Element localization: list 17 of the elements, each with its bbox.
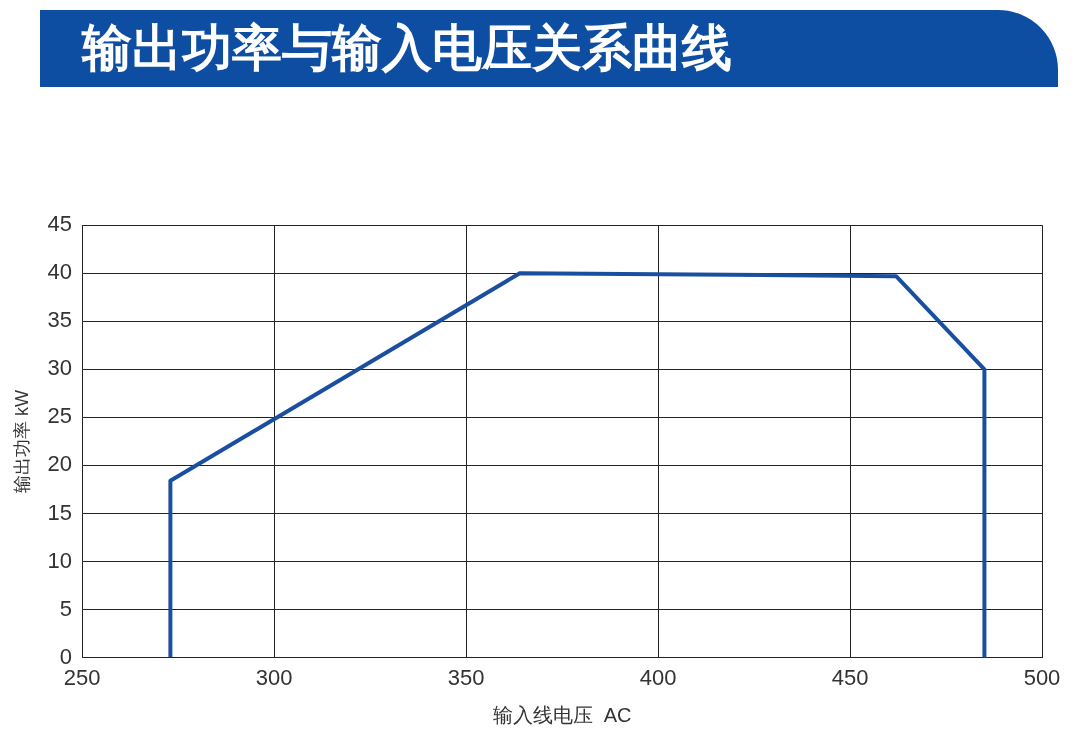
x-tick-label: 300 xyxy=(255,664,293,690)
y-tick-label: 35 xyxy=(47,307,73,333)
y-tick-label: 10 xyxy=(47,547,73,573)
x-tick-label: 400 xyxy=(639,664,677,690)
x-tick-label: 450 xyxy=(831,664,869,690)
y-tick-label: 40 xyxy=(47,259,73,285)
y-tick-label: 25 xyxy=(47,403,73,429)
y-tick-label: 15 xyxy=(47,499,73,525)
y-tick-label: 30 xyxy=(47,355,73,381)
x-tick-label: 500 xyxy=(1023,664,1061,690)
y-tick-label: 5 xyxy=(59,595,73,621)
y-tick-label: 20 xyxy=(47,451,73,477)
y-axis-title: 输出功率 kW xyxy=(11,389,32,493)
x-axis-title: 输入线电压 AC xyxy=(492,703,632,726)
chart-title: 输出功率与输入电压关系曲线 xyxy=(82,18,732,79)
y-tick-label: 45 xyxy=(47,211,73,237)
x-tick-label: 350 xyxy=(447,664,485,690)
